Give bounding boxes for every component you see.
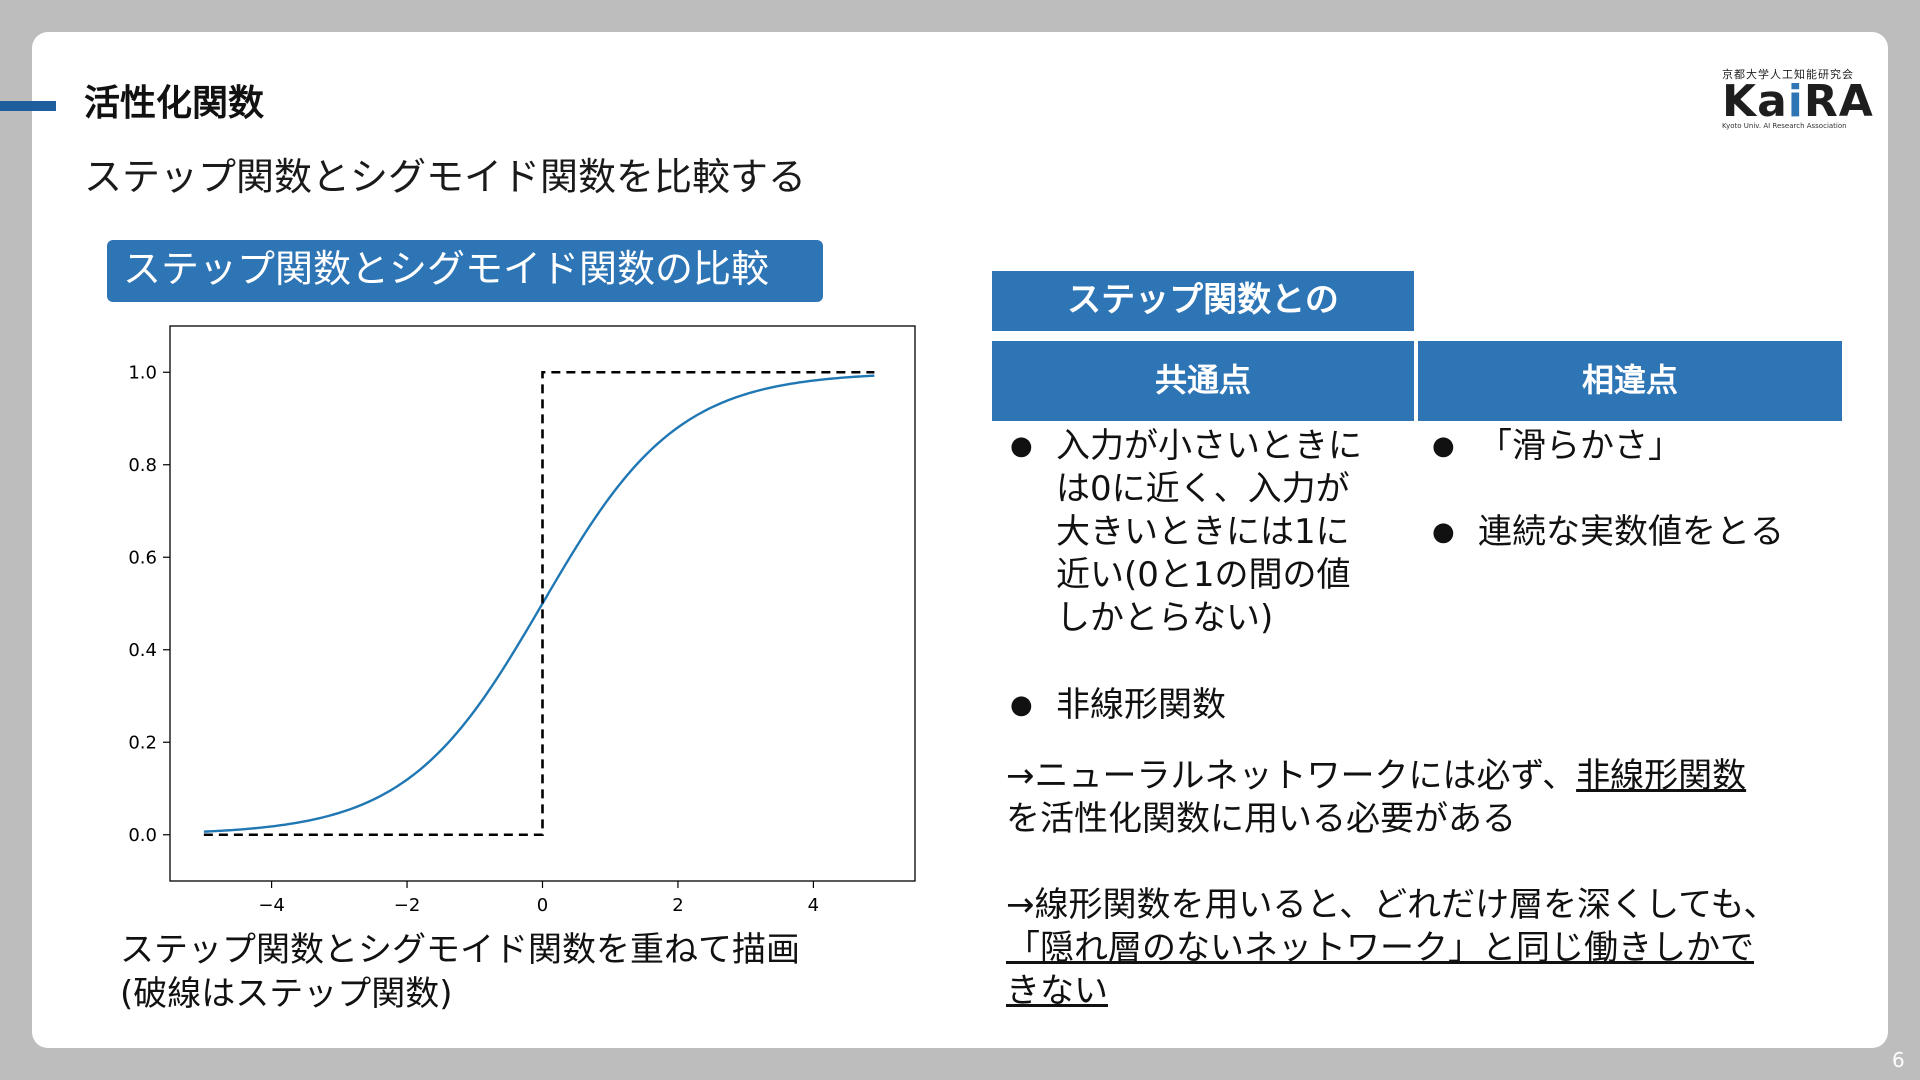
bullet-icon: ● (1010, 431, 1033, 461)
common-item-1: ● 入力が小さいときに は0に近く、入力が 大きいときには1に 近い(0と1の間… (1002, 425, 1412, 640)
logo-word-i: i (1787, 76, 1804, 127)
chart: 0.0 0.2 0.4 0.6 0.8 1.0 −4 −2 0 2 4 (128, 325, 916, 916)
x-tick-label: −4 (258, 895, 285, 916)
kaira-logo: 京都大学人工知能研究会 KaiRA Kyoto Univ. AI Researc… (1722, 66, 1873, 134)
diff-item-2: ● 連続な実数値をとる (1424, 511, 1844, 554)
table-title: ステップ関数との (992, 271, 1414, 331)
bullet-icon: ● (1432, 517, 1455, 547)
common-item-1-line-5: しかとらない) (1056, 598, 1274, 638)
note-linear: →線形関数を用いると、どれだけ層を深くしても、 「隠れ層のないネットワーク」と同… (1006, 884, 1846, 1013)
logo-word-b: RA (1803, 76, 1874, 127)
x-tick-label: 0 (537, 895, 548, 916)
slide-subtitle: ステップ関数とシグモイド関数を比較する (84, 155, 807, 199)
table-header-common: 共通点 (992, 341, 1414, 421)
note2-underlined-2: きない (1006, 971, 1108, 1011)
sigmoid-line (203, 374, 875, 833)
table-header-diff: 相違点 (1418, 341, 1842, 421)
chart-note-line-1: ステップ関数とシグモイド関数を重ねて描画 (120, 930, 800, 970)
common-list: ● 入力が小さいときに は0に近く、入力が 大きいときには1に 近い(0と1の間… (1002, 425, 1412, 771)
diff-item-1-text: 「滑らかさ」 (1478, 426, 1682, 466)
logo-wordmark: KaiRA (1722, 80, 1873, 124)
x-axis-ticks: −4 −2 0 2 4 (258, 881, 819, 916)
page-number: 6 (1892, 1048, 1905, 1072)
y-tick-label: 1.0 (128, 362, 157, 383)
note-nonlinear: →ニューラルネットワークには必ず、非線形関数 を活性化関数に用いる必要がある (1006, 755, 1846, 841)
logo-org-name: 京都大学人工知能研究会 (1722, 68, 1854, 81)
y-tick-label: 0.6 (128, 547, 157, 568)
common-item-1-line-2: は0に近く、入力が (1056, 469, 1350, 509)
slide (32, 32, 1888, 1048)
bullet-icon: ● (1432, 431, 1455, 461)
chart-title-box: ステップ関数とシグモイド関数の比較 (107, 240, 823, 302)
logo-subtitle: Kyoto Univ. AI Research Association (1722, 122, 1847, 130)
series-group (203, 370, 875, 837)
x-tick-label: 2 (672, 895, 683, 916)
y-tick-label: 0.2 (128, 732, 157, 753)
x-tick-label: −2 (394, 895, 421, 916)
diff-item-1: ● 「滑らかさ」 (1424, 425, 1844, 468)
step-function-line (203, 370, 875, 837)
common-item-1-line-4: 近い(0と1の間の値 (1056, 555, 1351, 595)
accent-bar (0, 101, 56, 111)
common-item-1-line-3: 大きいときには1に (1056, 512, 1350, 552)
y-tick-label: 0.0 (128, 825, 157, 846)
x-tick-label: 4 (808, 895, 819, 916)
note1-prefix: →ニューラルネットワークには必ず、 (1006, 756, 1577, 796)
note1-underlined: 非線形関数 (1576, 756, 1747, 796)
logo-word-a: Ka (1722, 76, 1788, 127)
diff-list: ● 「滑らかさ」 ● 連続な実数値をとる (1424, 425, 1844, 598)
common-item-1-line-1: 入力が小さいときに (1056, 426, 1362, 466)
common-item-2: ● 非線形関数 (1002, 684, 1412, 727)
section-title: 活性化関数 (84, 83, 265, 124)
common-item-2-text: 非線形関数 (1056, 685, 1226, 725)
note2-prefix: →線形関数を用いると、どれだけ層を深くしても、 (1006, 885, 1778, 925)
note1-suffix: を活性化関数に用いる必要がある (1006, 799, 1516, 839)
chart-note: ステップ関数とシグモイド関数を重ねて描画 (破線はステップ関数) (120, 928, 800, 1016)
note2-underlined-1: 「隠れ層のないネットワーク」と同じ働きしかで (1006, 928, 1754, 968)
y-tick-label: 0.8 (128, 455, 157, 476)
chart-note-line-2: (破線はステップ関数) (120, 974, 453, 1014)
bullet-icon: ● (1010, 690, 1033, 720)
y-axis-ticks: 0.0 0.2 0.4 0.6 0.8 1.0 (128, 362, 170, 846)
diff-item-2-text: 連続な実数値をとる (1478, 512, 1784, 552)
y-tick-label: 0.4 (128, 640, 157, 661)
